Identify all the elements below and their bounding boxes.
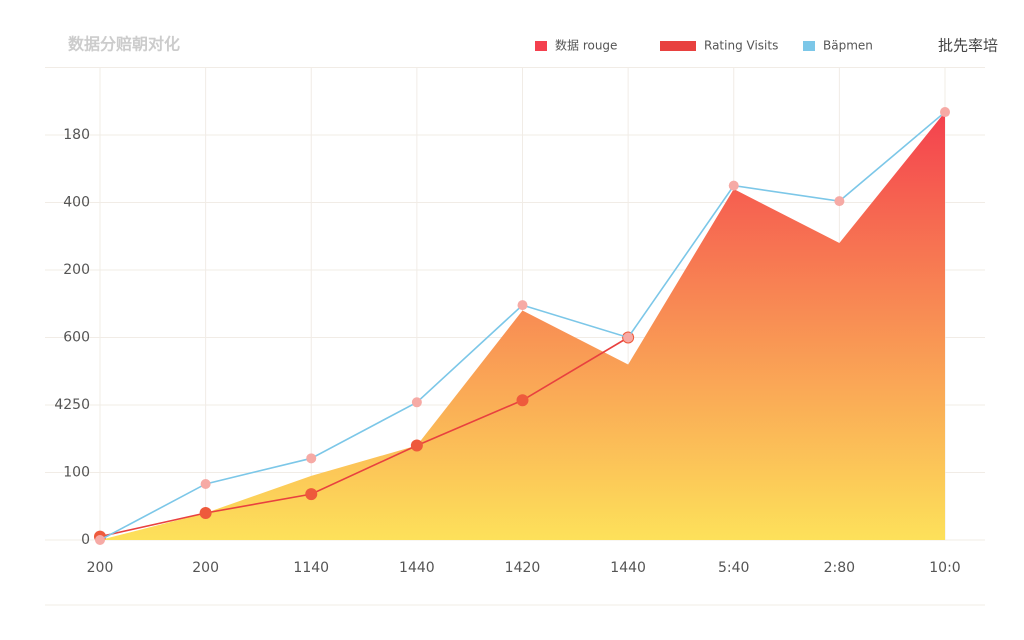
point bbox=[728, 180, 739, 191]
y-tick-label: 600 bbox=[63, 330, 90, 346]
y-tick-label: 100 bbox=[63, 465, 90, 481]
x-tick-label: 200 bbox=[87, 560, 114, 576]
point bbox=[199, 507, 212, 519]
y-tick-label: 4250 bbox=[54, 397, 90, 413]
point bbox=[306, 453, 317, 464]
legend-label: 数据 rouge bbox=[555, 38, 617, 53]
point bbox=[516, 394, 529, 407]
x-tick-label: 200 bbox=[192, 560, 219, 576]
y-tick-label: 180 bbox=[63, 127, 90, 143]
point bbox=[623, 332, 634, 343]
point bbox=[410, 439, 423, 452]
area bbox=[100, 112, 945, 541]
legend-swatch bbox=[535, 41, 547, 51]
legend-label: Rating Visits bbox=[704, 39, 778, 53]
y-tick-label: 200 bbox=[63, 262, 90, 278]
y-tick-label: 400 bbox=[63, 195, 90, 211]
line bbox=[99, 336, 629, 538]
point bbox=[305, 488, 318, 501]
y-tick-label: 0 bbox=[81, 532, 90, 548]
x-tick-label: 2:80 bbox=[824, 560, 855, 576]
legend-extra: 批先率培 bbox=[938, 37, 998, 55]
x-tick-label: 5:40 bbox=[718, 560, 749, 576]
chart-title: 数据分赔朝对化 bbox=[68, 35, 180, 54]
legend-swatch bbox=[660, 41, 696, 51]
point bbox=[95, 535, 105, 545]
x-tick-label: 1420 bbox=[505, 560, 541, 576]
x-tick-label: 10:0 bbox=[929, 560, 960, 576]
point bbox=[411, 397, 422, 408]
legend-swatch bbox=[803, 41, 815, 51]
point bbox=[940, 107, 950, 118]
x-tick-label: 1440 bbox=[399, 560, 435, 576]
point bbox=[834, 196, 845, 207]
legend-label: Bäpmen bbox=[823, 39, 873, 53]
point bbox=[200, 478, 211, 489]
x-tick-label: 1140 bbox=[293, 560, 329, 576]
x-tick-label: 1440 bbox=[610, 560, 646, 576]
point bbox=[517, 300, 528, 311]
